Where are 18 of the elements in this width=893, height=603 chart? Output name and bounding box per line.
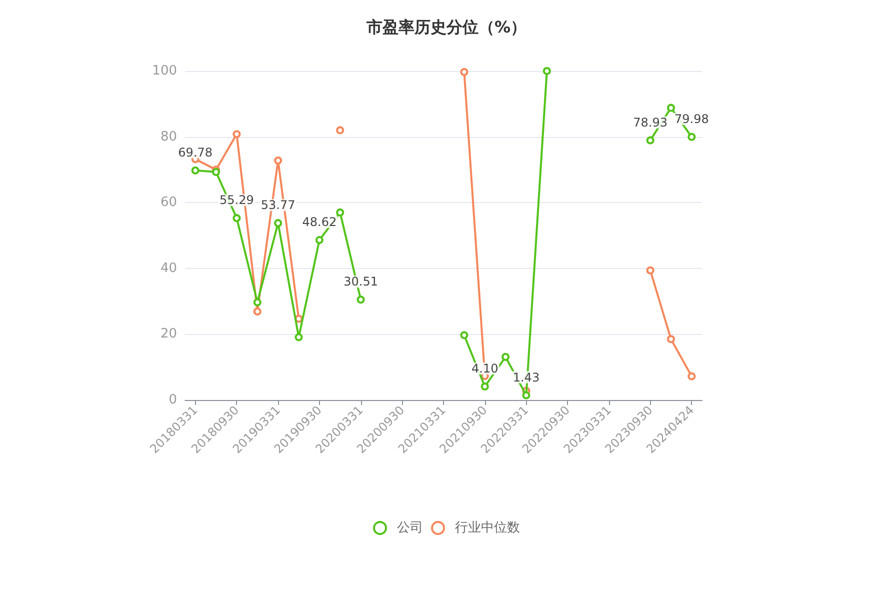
y-tick-label: 80 (160, 129, 177, 144)
data-label: 1.43 (512, 370, 540, 384)
chart-title: 市盈率历史分位（%） (365, 18, 527, 36)
data-label: 69.78 (178, 145, 213, 160)
data-label: 55.29 (220, 193, 254, 208)
data-label: 48.62 (302, 215, 337, 230)
data-label: 79.98 (674, 112, 709, 126)
data-label: 4.10 (472, 362, 498, 376)
data-label: 30.51 (344, 274, 378, 289)
y-tick-label: 60 (160, 195, 177, 210)
data-label: 78.93 (633, 115, 668, 130)
y-tick-label: 0 (168, 392, 177, 408)
legend-label: 行业中位数 (455, 520, 520, 536)
y-tick-label: 40 (160, 260, 177, 276)
legend-label: 公司 (397, 520, 423, 536)
y-tick-label: 20 (160, 326, 177, 342)
data-label: 53.77 (260, 198, 296, 212)
y-tick-label: 100 (152, 64, 177, 78)
